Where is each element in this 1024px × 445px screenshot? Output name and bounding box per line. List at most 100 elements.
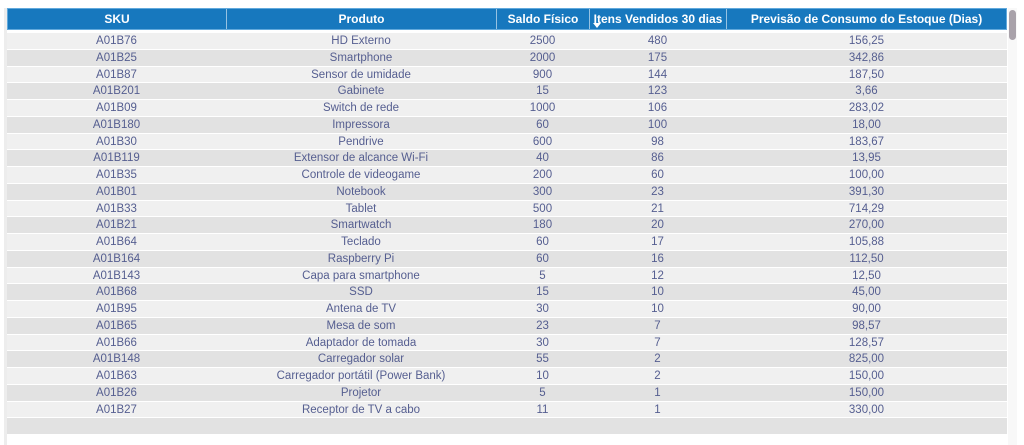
cell-sku: A01B65 — [96, 319, 137, 332]
table-row[interactable]: A01B30 Pendrive 600 98 183,67 — [7, 133, 1007, 151]
cell-previsao-consumo: 825,00 — [848, 353, 885, 366]
cell-previsao-consumo: 105,88 — [848, 236, 885, 248]
column-header-label: Itens Vendidos 30 dias — [593, 12, 723, 26]
table-row[interactable]: A01B27 Receptor de TV a cabo 11 1 330,00 — [7, 401, 1007, 419]
cell-previsao-consumo: 100,00 — [848, 169, 885, 181]
cell-sku: A01B76 — [96, 35, 137, 47]
cell-sku: A01B27 — [96, 403, 137, 416]
cell-previsao-consumo: 112,50 — [849, 252, 884, 265]
table-row[interactable]: A01B25 Smartphone 2000 175 342,86 — [7, 49, 1007, 67]
cell-saldo-fisico: 600 — [532, 135, 553, 148]
cell-saldo-fisico: 5 — [539, 269, 546, 282]
cell-sku: A01B09 — [96, 102, 137, 114]
cell-itens-vendidos: 175 — [647, 51, 668, 64]
table-row[interactable]: A01B76 HD Externo 2500 480 156,25 — [7, 33, 1007, 50]
cell-itens-vendidos: 1 — [654, 403, 661, 416]
cell-itens-vendidos: 20 — [651, 219, 664, 232]
table-left-edge — [4, 8, 7, 445]
cell-saldo-fisico: 60 — [536, 252, 549, 265]
cell-previsao-consumo: 183,67 — [848, 135, 885, 148]
cell-produto: Receptor de TV a cabo — [301, 403, 421, 416]
table-row[interactable]: A01B87 Sensor de umidade 900 144 187,50 — [7, 66, 1007, 84]
table-row[interactable]: A01B33 Tablet 500 21 714,29 — [7, 200, 1007, 218]
cell-previsao-consumo: 98,57 — [852, 319, 881, 332]
cell-saldo-fisico: 23 — [536, 319, 549, 332]
table-row[interactable]: A01B26 Projetor 5 1 150,00 — [7, 384, 1007, 402]
cell-saldo-fisico: 30 — [536, 303, 549, 315]
cell-saldo-fisico: 2000 — [529, 51, 556, 64]
table-row[interactable]: A01B63 Carregador portátil (Power Bank) 10… — [7, 368, 1007, 385]
vertical-scrollbar-thumb[interactable] — [1009, 10, 1016, 40]
table-row[interactable]: A01B164 Raspberry Pi 60 16 112,50 — [7, 250, 1007, 268]
vertical-scrollbar-track[interactable] — [1008, 8, 1017, 445]
cell-saldo-fisico: 60 — [536, 118, 549, 131]
column-header-saldo-fisico[interactable]: Saldo Físico — [497, 9, 590, 29]
cell-previsao-consumo: 150,00 — [848, 386, 885, 399]
cell-itens-vendidos: 21 — [651, 202, 664, 215]
cell-sku: A01B21 — [96, 219, 137, 232]
cell-sku: A01B26 — [96, 386, 137, 399]
table-row[interactable]: A01B148 Carregador solar 55 2 825,00 — [7, 351, 1007, 368]
table-row[interactable]: A01B201 Gabinete 15 123 3,66 — [7, 83, 1007, 100]
cell-previsao-consumo: 342,86 — [848, 51, 885, 64]
column-header-sku[interactable]: SKU — [8, 9, 227, 29]
cell-saldo-fisico: 180 — [532, 219, 553, 232]
cell-saldo-fisico: 1000 — [529, 102, 556, 114]
cell-sku: A01B25 — [96, 51, 137, 64]
table-row[interactable]: A01B01 Notebook 300 23 391,30 — [7, 183, 1007, 201]
cell-saldo-fisico: 200 — [532, 169, 553, 181]
table-row[interactable]: A01B35 Controle de videogame 200 60 100,00 — [7, 167, 1007, 184]
cell-previsao-consumo: 330,00 — [848, 403, 885, 416]
stock-table-visual: SKU Produto Saldo Físico Itens Vendidos … — [7, 8, 1007, 445]
cell-produto: Mesa de som — [326, 319, 396, 332]
table-row[interactable]: A01B95 Antena de TV 30 10 90,00 — [7, 301, 1007, 318]
table-body: A01B76 HD Externo 2500 480 156,25 A01B25 Smart… — [7, 33, 1007, 435]
sort-descending-icon — [593, 23, 601, 28]
cell-sku: A01B143 — [92, 269, 141, 282]
cell-produto: Switch de rede — [322, 102, 400, 114]
table-row[interactable] — [7, 418, 1007, 435]
cell-saldo-fisico: 500 — [532, 202, 553, 215]
cell-itens-vendidos: 98 — [651, 135, 664, 148]
column-header-produto[interactable]: Produto — [227, 9, 497, 29]
table-row[interactable]: A01B68 SSD 15 10 45,00 — [7, 284, 1007, 301]
cell-previsao-consumo: 156,25 — [848, 35, 885, 47]
cell-sku: A01B119 — [93, 152, 140, 165]
table-row[interactable]: A01B65 Mesa de som 23 7 98,57 — [7, 317, 1007, 335]
table-row[interactable]: A01B143 Capa para smartphone 5 12 12,50 — [7, 267, 1007, 285]
cell-previsao-consumo: 45,00 — [852, 286, 881, 299]
cell-sku: A01B01 — [96, 185, 137, 198]
cell-itens-vendidos: 17 — [651, 236, 664, 248]
cell-produto: Extensor de alcance Wi-Fi — [293, 152, 429, 165]
cell-saldo-fisico: 300 — [532, 185, 553, 198]
cell-produto: Gabinete — [337, 85, 385, 98]
cell-previsao-consumo: 714,29 — [848, 202, 885, 215]
table-row[interactable]: A01B119 Extensor de alcance Wi-Fi 40 86 13,9… — [7, 150, 1007, 167]
cell-produto: Sensor de umidade — [311, 68, 411, 81]
cell-previsao-consumo: 283,02 — [848, 102, 885, 114]
cell-itens-vendidos — [589, 418, 726, 434]
cell-produto: Smartphone — [329, 51, 393, 64]
cell-previsao-consumo: 391,30 — [848, 185, 885, 198]
cell-produto: Smartwatch — [330, 219, 392, 232]
cell-previsao-consumo: 187,50 — [848, 68, 885, 81]
cell-itens-vendidos: 7 — [654, 336, 661, 349]
cell-saldo-fisico: 40 — [536, 152, 549, 165]
table-row[interactable]: A01B21 Smartwatch 180 20 270,00 — [7, 217, 1007, 234]
cell-itens-vendidos: 12 — [651, 269, 664, 282]
cell-previsao-consumo — [726, 418, 1007, 434]
cell-itens-vendidos: 1 — [654, 386, 661, 399]
cell-previsao-consumo: 150,00 — [848, 370, 885, 382]
cell-saldo-fisico: 2500 — [529, 35, 556, 47]
table-row[interactable]: A01B66 Adaptador de tomada 30 7 128,57 — [7, 334, 1007, 352]
table-row[interactable]: A01B64 Teclado 60 17 105,88 — [7, 234, 1007, 251]
table-row[interactable]: A01B180 Impressora 60 100 18,00 — [7, 116, 1007, 134]
column-header-previsao-consumo[interactable]: Previsão de Consumo do Estoque (Dias) — [750, 12, 983, 26]
cell-sku: A01B63 — [96, 370, 137, 382]
cell-previsao-consumo: 13,95 — [852, 152, 881, 165]
column-header-itens-vendidos[interactable]: Itens Vendidos 30 dias — [590, 9, 727, 29]
cell-itens-vendidos: 100 — [647, 118, 668, 131]
table-row[interactable]: A01B09 Switch de rede 1000 106 283,02 — [7, 100, 1007, 117]
cell-itens-vendidos: 123 — [647, 85, 668, 98]
cell-sku — [7, 418, 226, 434]
